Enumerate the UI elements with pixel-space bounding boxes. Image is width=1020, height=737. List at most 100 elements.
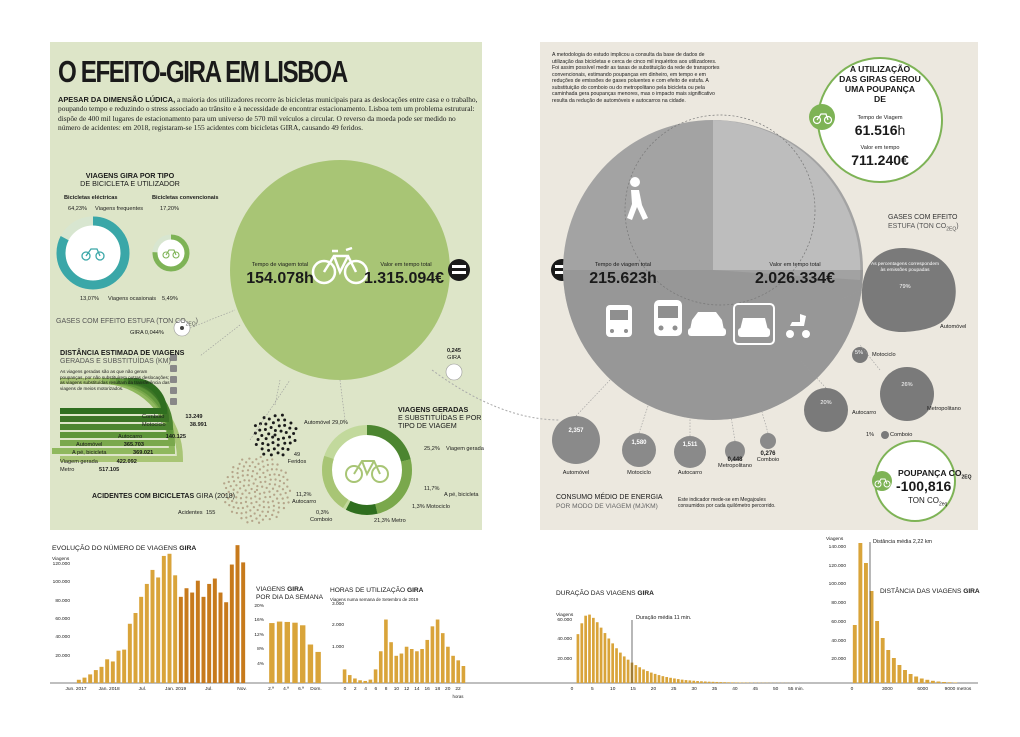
connector-line xyxy=(431,369,561,421)
chart-bar xyxy=(886,650,891,683)
acidentes-dot xyxy=(271,513,274,517)
y-tick: 20% xyxy=(254,604,264,609)
left-gases-sub: 2eq xyxy=(185,321,196,328)
acidentes-dot xyxy=(278,485,281,488)
chart-bar xyxy=(727,682,730,683)
feridos-dot xyxy=(288,426,292,430)
grey-circle-slice xyxy=(713,120,861,280)
acidentes-dot xyxy=(256,508,259,512)
geradas-ape-label: A pé, bicicleta xyxy=(444,492,479,498)
acidentes-dot xyxy=(245,496,248,499)
savings-title: A UTILIZAÇÃO DAS GIRAS GEROU UMA POUPANÇ… xyxy=(838,64,922,104)
x-tick: 2.ª xyxy=(268,687,274,692)
acidentes-dot xyxy=(266,469,269,472)
savings-time-unit: h xyxy=(897,122,906,138)
chart-bar xyxy=(649,672,653,683)
acidentes-dot xyxy=(223,493,226,497)
acidentes-dot xyxy=(242,484,246,487)
feridos-dot xyxy=(272,447,276,451)
y-tick: 40.000 xyxy=(831,638,846,644)
x-tick: 18 xyxy=(434,687,441,692)
acidentes-dot xyxy=(251,461,254,464)
chart-bar xyxy=(156,577,161,683)
method-text: A metodologia do estudo implicou a consu… xyxy=(552,52,720,104)
acidentes-dot xyxy=(235,496,238,499)
acidentes-dot xyxy=(267,501,270,504)
ocas-electricas: 13,07% xyxy=(80,296,99,302)
chart-bar xyxy=(93,670,98,683)
acidentes-dot xyxy=(239,480,242,484)
acidentes-dot xyxy=(227,497,230,500)
acidentes-gira: GIRA (2018) xyxy=(196,493,236,500)
chart-evolucao-gira: GIRA xyxy=(179,545,197,552)
x-tick: 0 xyxy=(570,687,574,692)
geradas-title-1: VIAGENS GERADAS xyxy=(398,405,469,414)
acidentes-dot xyxy=(230,510,234,513)
acidentes-dot xyxy=(261,510,264,513)
chart-semana-title: VIAGENS GIRA POR DIA DA SEMANA xyxy=(256,586,323,602)
acidentes-dot xyxy=(286,478,289,481)
feridos-dot xyxy=(273,428,277,432)
acidentes-dot xyxy=(249,514,252,518)
y-tick: 60.000 xyxy=(55,617,70,622)
chart-bar xyxy=(363,680,368,683)
acidentes-dot xyxy=(236,471,239,475)
chart-bar xyxy=(953,682,958,683)
acidentes-dot xyxy=(269,478,272,481)
energia-sub: POR MODO DE VIAGEM (MJ/KM) xyxy=(556,503,658,510)
chart-bar xyxy=(173,575,178,683)
distancia-title-1: DISTÂNCIA ESTIMADA DE VIAGENS xyxy=(60,348,185,357)
gas-metro-pct: 26% xyxy=(901,382,913,388)
chart-bar xyxy=(947,682,952,683)
y-tick: 20.000 xyxy=(55,653,70,659)
energy-item-label: Motociclo xyxy=(627,470,651,476)
x-tick: 0 xyxy=(343,687,347,692)
y-tick: 120.000 xyxy=(52,562,70,567)
acidentes-dot xyxy=(262,500,265,503)
gas-comboio-label: Comboio xyxy=(890,432,913,438)
chart-bar xyxy=(435,619,440,683)
energy-item-value: 0,276 xyxy=(760,451,776,457)
geradas-donut-seg4 xyxy=(322,425,412,515)
distancia-row-label: Viagem gerada xyxy=(60,459,98,465)
chart-bar xyxy=(440,633,445,683)
distancia-row-label: Motociclo xyxy=(142,422,166,428)
chart-bar xyxy=(588,614,591,683)
acidentes-dot xyxy=(223,482,226,485)
feridos-dot xyxy=(266,443,270,447)
bicycle-icon-main xyxy=(311,246,369,285)
energy-circle-gira xyxy=(445,363,463,381)
acidentes-dot xyxy=(248,464,251,468)
feridos-dot xyxy=(288,441,292,445)
chart-bar xyxy=(347,675,352,683)
chart-bar xyxy=(580,623,584,683)
chart-bar xyxy=(420,649,424,683)
acidentes-dot xyxy=(224,486,228,490)
y-tick: 16% xyxy=(254,618,264,624)
acidentes-dot xyxy=(288,489,292,492)
co2-unit: TON CO2eq xyxy=(908,496,947,508)
chart-bar xyxy=(875,621,880,683)
feridos-dot xyxy=(267,432,271,436)
energy-item-label: Autocarro xyxy=(677,470,703,476)
acidentes-dot xyxy=(239,497,243,500)
feridos-dot xyxy=(277,424,281,428)
feridos-dot xyxy=(279,429,283,433)
chart-bar xyxy=(615,648,618,683)
chart-duracao-annotation: Duração média 11 min. xyxy=(636,615,692,621)
energy-circle-automovel xyxy=(552,416,600,464)
chart-bar xyxy=(353,678,357,683)
chart-bar xyxy=(430,626,435,683)
acidentes-dot xyxy=(258,468,262,471)
chart-bar xyxy=(307,644,314,683)
freq-label: Viagens frequentes xyxy=(95,206,144,212)
feridos-label-text: Feridos xyxy=(287,458,307,465)
chart-bar xyxy=(919,678,924,683)
feridos-dot xyxy=(271,421,275,425)
acidentes-dot xyxy=(253,512,256,515)
acidentes-dot xyxy=(228,504,231,507)
chart-bar xyxy=(897,665,902,683)
gas-automovel-label: Automóvel xyxy=(940,324,967,330)
y-tick: 80.000 xyxy=(55,598,70,604)
acidentes-dot xyxy=(243,479,246,482)
